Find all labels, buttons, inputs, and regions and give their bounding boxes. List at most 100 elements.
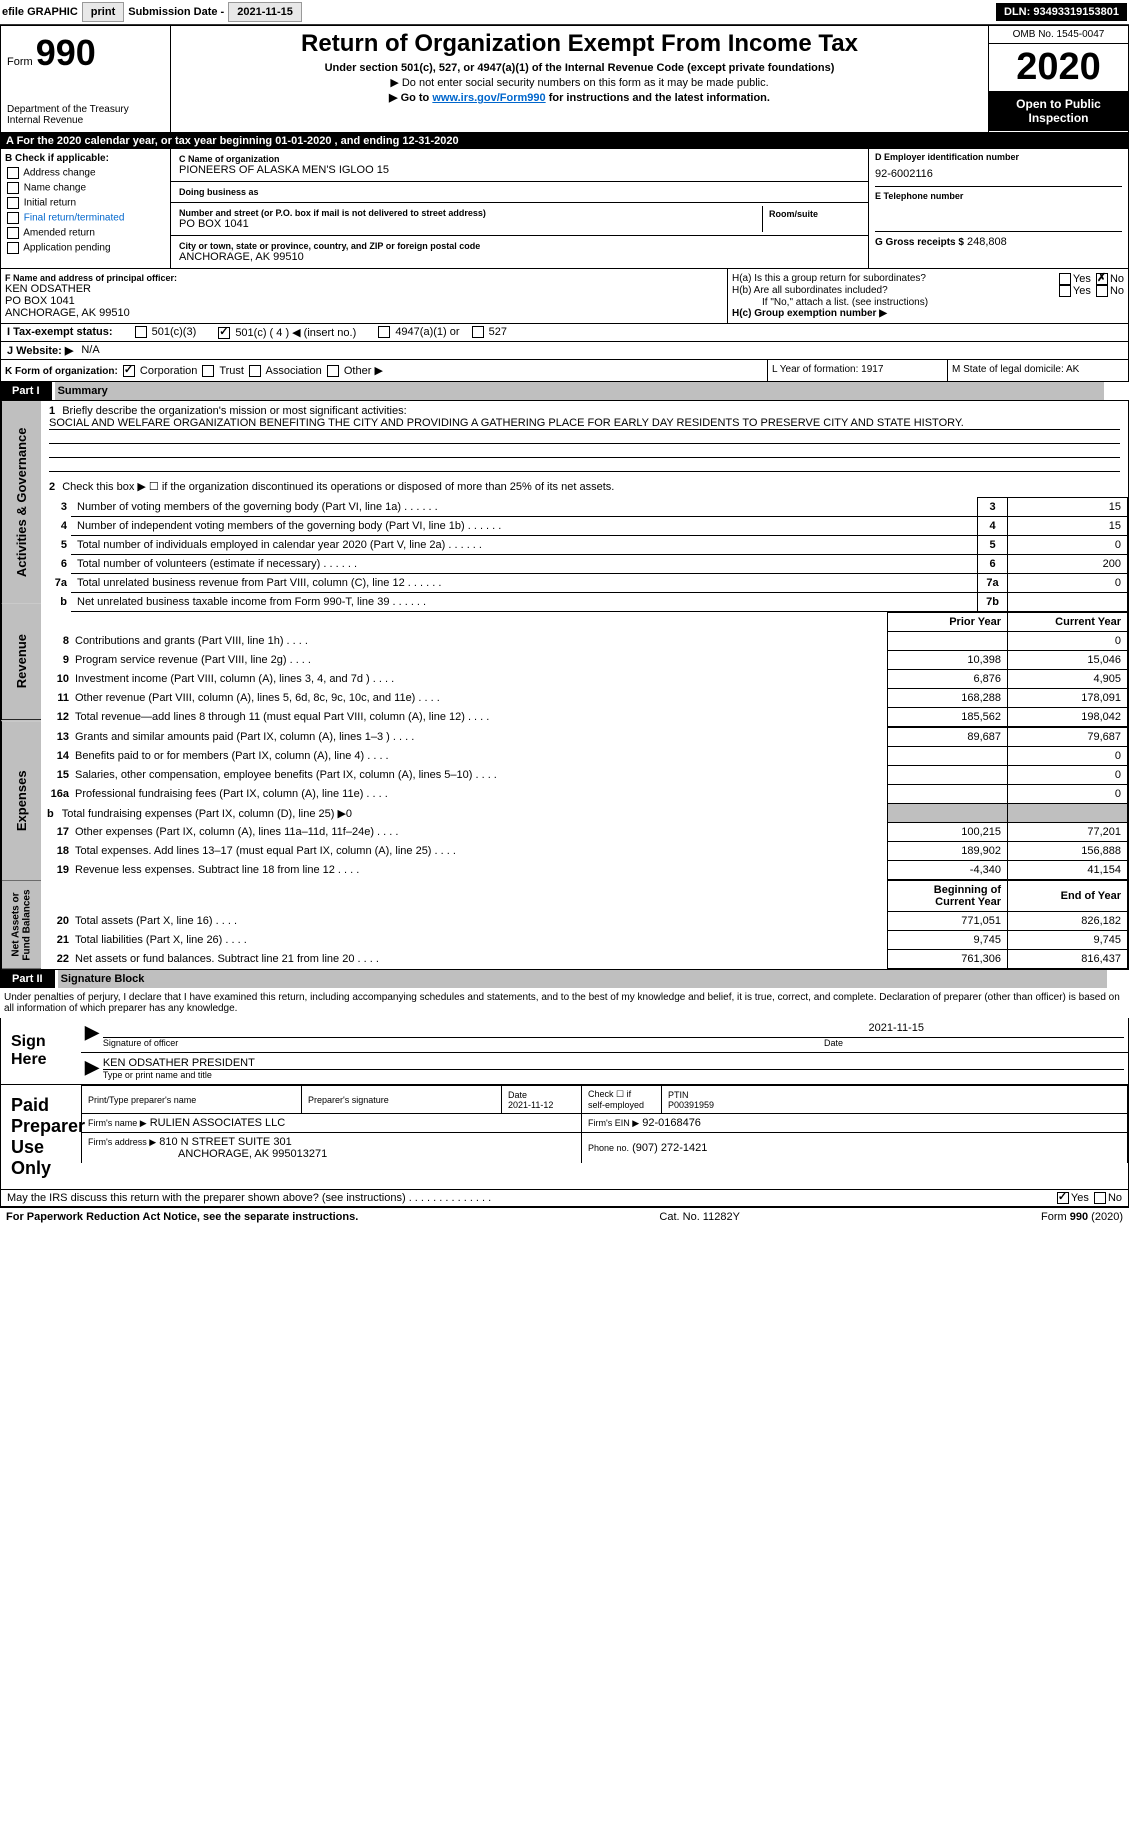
table-row: 17Other expenses (Part IX, column (A), l… [41,823,1128,842]
arrow-icon: ▶ [85,1057,99,1080]
form-note2: ▶ Go to www.irs.gov/Form990 for instruct… [175,91,984,104]
room-label: Room/suite [769,209,856,219]
chk-name[interactable]: Name change [5,182,166,194]
city-label: City or town, state or province, country… [179,241,860,251]
footer-left: For Paperwork Reduction Act Notice, see … [6,1211,358,1223]
part1-header: Part I Summary [0,382,1129,400]
chk-assoc[interactable]: Association [247,365,322,377]
table-row: 4Number of independent voting members of… [41,517,1128,536]
preparer-title: Paid Preparer Use Only [1,1085,81,1189]
part1-title: Summary [55,382,1104,400]
ein-value: 92-6002116 [875,168,1122,180]
part2-title: Signature Block [58,970,1107,988]
hc-label: H(c) Group exemption number ▶ [732,308,1124,319]
hb-note: If "No," attach a list. (see instruction… [732,297,1124,308]
prep-h3: Date2021-11-12 [502,1086,582,1114]
tax-year: 2020 [989,44,1128,91]
phone-label: E Telephone number [875,191,1122,201]
officer-label: F Name and address of principal officer: [5,273,723,283]
firm-name: RULIEN ASSOCIATES LLC [150,1117,286,1129]
chk-amended[interactable]: Amended return [5,227,166,239]
form990-link[interactable]: www.irs.gov/Form990 [432,92,545,104]
chk-initial[interactable]: Initial return [5,197,166,209]
toolbar: efile GRAPHIC print Submission Date - 20… [0,0,1129,25]
row-i-status: I Tax-exempt status: 501(c)(3) 501(c) ( … [0,324,1129,342]
k-label: K Form of organization: [5,366,118,377]
officer-city: ANCHORAGE, AK 99510 [5,307,723,319]
checkb-title: B Check if applicable: [5,153,166,164]
submission-date-button[interactable]: 2021-11-15 [228,2,302,22]
table-row: 21Total liabilities (Part X, line 26) . … [41,931,1128,950]
q2-text: Check this box ▶ ☐ if the organization d… [62,481,614,493]
table-row: 5Total number of individuals employed in… [41,536,1128,555]
submission-label: Submission Date - [128,6,224,18]
dept-irs: Internal Revenue [7,115,164,126]
form-header: Form 990 Department of the Treasury Inte… [0,25,1129,133]
rev-table: Prior YearCurrent Year 8Contributions an… [41,612,1128,727]
footer-mid: Cat. No. 11282Y [659,1211,740,1223]
part2-header: Part II Signature Block [0,970,1129,988]
table-row: 20Total assets (Part X, line 16) . . . .… [41,912,1128,931]
prep-h5: PTINP00391959 [662,1086,1128,1114]
chk-other[interactable]: Other ▶ [325,365,383,377]
hb-label: H(b) Are all subordinates included? [732,285,1057,297]
hb-yes[interactable]: Yes No [1057,285,1124,297]
current-hdr: Current Year [1008,613,1128,632]
gutter-net: Net Assets or Fund Balances [1,881,41,970]
discuss-row: May the IRS discuss this return with the… [0,1190,1129,1207]
chk-trust[interactable]: Trust [200,365,244,377]
q2-num: 2 [49,481,55,493]
l-formation: L Year of formation: 1917 [768,360,948,381]
footer: For Paperwork Reduction Act Notice, see … [0,1207,1129,1226]
chk-corp[interactable]: Corporation [121,365,198,377]
ha-label: H(a) Is this a group return for subordin… [732,273,1057,285]
chk-address[interactable]: Address change [5,167,166,179]
chk-501c3[interactable]: 501(c)(3) [133,326,197,339]
net-table: Beginning of Current YearEnd of Year 20T… [41,880,1128,969]
table-row: 11Other revenue (Part VIII, column (A), … [41,689,1128,708]
dept-treasury: Department of the Treasury [7,104,164,115]
gross-value: 248,808 [967,236,1007,248]
table-row: bTotal fundraising expenses (Part IX, co… [41,804,1128,823]
street-value: PO BOX 1041 [179,218,760,230]
table-row: 9Program service revenue (Part VIII, lin… [41,651,1128,670]
ha-yes[interactable]: Yes No [1057,273,1124,285]
part2-disclaimer: Under penalties of perjury, I declare th… [0,988,1129,1018]
form-label: Form [7,56,33,68]
ein-label: D Employer identification number [875,152,1122,162]
street-label: Number and street (or P.O. box if mail i… [179,208,760,218]
chk-pending[interactable]: Application pending [5,242,166,254]
sig-officer-label: Signature of officer [103,1038,824,1048]
begin-hdr: Beginning of Current Year [888,881,1008,912]
chk-501c[interactable]: 501(c) ( 4 ) ◀ (insert no.) [216,326,356,339]
table-row: 22Net assets or fund balances. Subtract … [41,950,1128,969]
chk-527[interactable]: 527 [470,326,507,339]
table-row: 7aTotal unrelated business revenue from … [41,574,1128,593]
j-value: N/A [81,344,99,357]
row-j-website: J Website: ▶ N/A [0,342,1129,360]
city-value: ANCHORAGE, AK 99510 [179,251,860,263]
inspection-badge: Open to Public Inspection [989,91,1128,131]
table-row: 16aProfessional fundraising fees (Part I… [41,785,1128,804]
header-left: Form 990 Department of the Treasury Inte… [1,26,171,132]
gutter-rev: Revenue [1,603,41,720]
org-name: PIONEERS OF ALASKA MEN'S IGLOO 15 [179,164,860,176]
discuss-yesno[interactable]: Yes No [1055,1192,1122,1204]
header-right: OMB No. 1545-0047 2020 Open to Public In… [988,26,1128,132]
part2-label: Part II [0,970,55,988]
firm-addr1: 810 N STREET SUITE 301 [159,1136,291,1148]
q1-text: Briefly describe the organization's miss… [62,405,406,417]
print-button[interactable]: print [82,2,124,22]
dba-label: Doing business as [179,187,860,197]
sign-here-label: Sign Here [1,1018,81,1084]
chk-final[interactable]: Final return/terminated [5,212,166,224]
table-row: 6Total number of volunteers (estimate if… [41,555,1128,574]
chk-4947[interactable]: 4947(a)(1) or [376,326,459,339]
table-row: 15Salaries, other compensation, employee… [41,766,1128,785]
firm-ein: 92-0168476 [642,1117,701,1129]
form-subtitle: Under section 501(c), 527, or 4947(a)(1)… [175,62,984,74]
sign-name: KEN ODSATHER PRESIDENT [103,1057,1124,1070]
preparer-block: Paid Preparer Use Only Print/Type prepar… [0,1085,1129,1190]
exp-table: 13Grants and similar amounts paid (Part … [41,727,1128,880]
table-row: 13Grants and similar amounts paid (Part … [41,728,1128,747]
